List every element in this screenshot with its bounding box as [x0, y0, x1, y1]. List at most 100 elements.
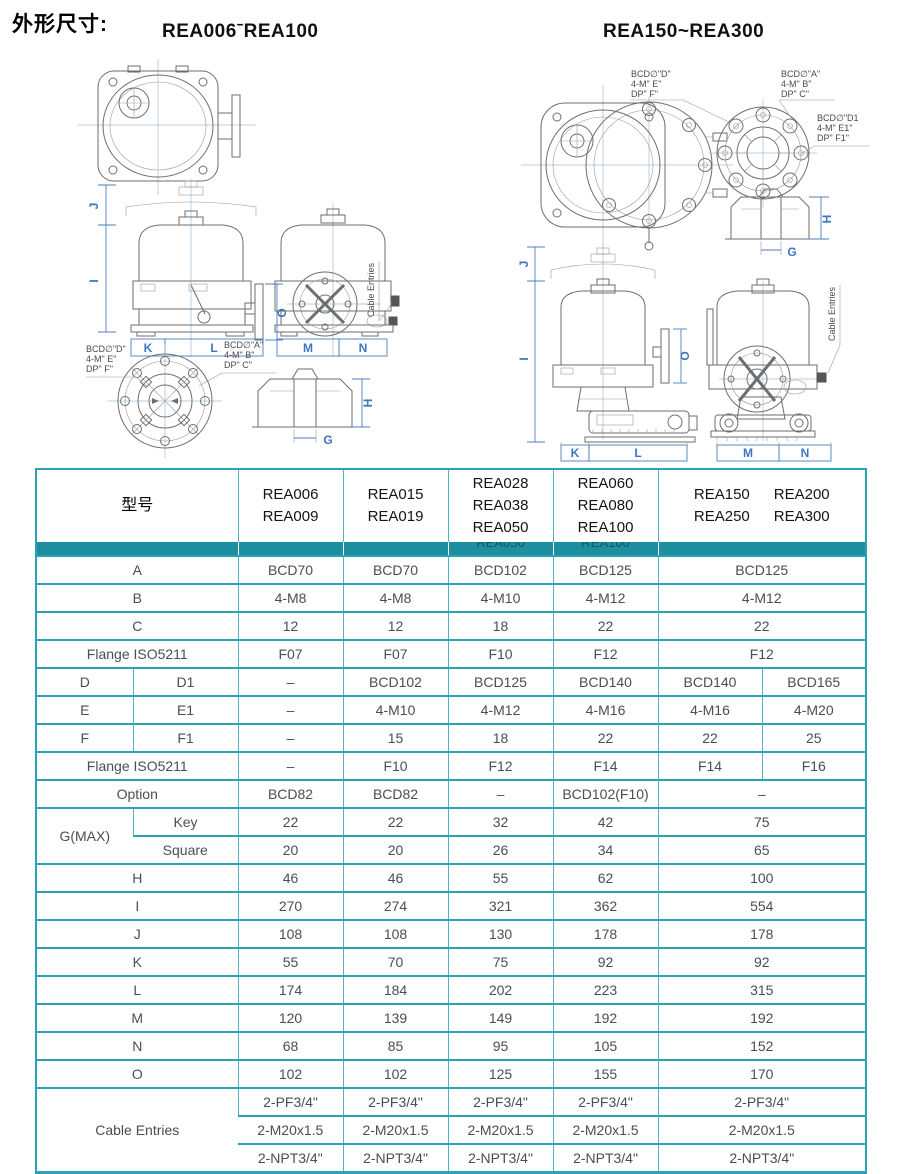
cell: 152	[657, 1031, 867, 1060]
divider-band: REA050 REA100	[36, 542, 867, 556]
drawing-svg-large: BCD∅"D" 4-M" E" DP" F" BCD∅"A" 4-M" B" D…	[517, 69, 869, 462]
row-sublabel: D1	[132, 667, 239, 696]
cell: 70	[342, 947, 449, 976]
drawing-svg-small: O J I K L M N Cable Entries BCD∅"D" 4-M"…	[78, 59, 400, 458]
dim-label-j: J	[517, 261, 531, 268]
cell: BCD125	[447, 667, 554, 696]
row-label: Option	[36, 779, 239, 808]
dim-label-h: H	[820, 215, 834, 224]
row-i: I 270 274 321 362 554	[36, 891, 867, 920]
cell: 2-NPT3/4"	[447, 1143, 554, 1173]
cell: 192	[657, 1003, 867, 1032]
cell: 2-PF3/4"	[237, 1087, 344, 1116]
dim-label-g: G	[787, 245, 796, 259]
cell: 26	[447, 835, 554, 864]
cell: 2-M20x1.5	[657, 1115, 867, 1144]
cell: –	[237, 751, 344, 780]
row-n: N 68 85 95 105 152	[36, 1031, 867, 1060]
row-label: D	[36, 667, 133, 696]
dim-label-n: N	[359, 341, 368, 355]
cell: 4-M16	[657, 695, 763, 724]
cell: 4-M12	[657, 583, 867, 612]
cell: 270	[237, 891, 344, 920]
cell: –	[237, 723, 344, 752]
top-view-small	[78, 59, 256, 195]
cell: 102	[237, 1059, 344, 1088]
cell: 184	[342, 975, 449, 1004]
top-view-large	[521, 85, 733, 251]
row-o: O 102 102 125 155 170	[36, 1059, 867, 1088]
row-label: M	[36, 1003, 239, 1032]
cell: BCD102(F10)	[552, 779, 659, 808]
cell: 4-M10	[342, 695, 449, 724]
front-view-small: O J I K L	[87, 179, 289, 357]
flange-leader-d-line2: 4-M" E"	[631, 79, 661, 89]
cell: BCD140	[552, 667, 659, 696]
flange-leader-d1-line1: BCD∅"D1	[817, 113, 859, 123]
cell: 42	[552, 807, 659, 836]
dimension-drawing-rea150-300: BCD∅"D" 4-M" E" DP" F" BCD∅"A" 4-M" B" D…	[495, 55, 890, 465]
cell: 178	[657, 919, 867, 948]
cell: F10	[342, 751, 449, 780]
flange-leader-a-line3: DP" C"	[781, 89, 809, 99]
front-view-large: J I O K L	[517, 243, 698, 462]
cell: 2-M20x1.5	[238, 1115, 344, 1144]
cell: 2-PF3/4"	[552, 1087, 659, 1116]
cell: 4-M8	[342, 583, 449, 612]
cell: 75	[657, 807, 867, 836]
side-view-small: M N Cable Entries	[274, 203, 400, 357]
cell: 68	[237, 1031, 344, 1060]
cell: 170	[657, 1059, 867, 1088]
side-view-large: M N Cable Entries	[706, 278, 841, 462]
cell: 22	[342, 807, 449, 836]
row-d: D D1 – BCD102 BCD125 BCD140 BCD140 BCD165	[36, 667, 867, 696]
cell: F07	[342, 639, 449, 668]
cell: 75	[447, 947, 554, 976]
cell: F10	[447, 639, 554, 668]
cell: –	[447, 779, 554, 808]
row-label: O	[36, 1059, 239, 1088]
cell: 15	[342, 723, 449, 752]
cell: 2-M20x1.5	[342, 1115, 449, 1144]
cell: 2-NPT3/4"	[238, 1143, 344, 1173]
col-header-2: REA015 REA019	[342, 469, 449, 542]
cell: 92	[552, 947, 659, 976]
row-label: E	[36, 695, 133, 724]
row-f: F F1 –15 18 22 22 25	[36, 723, 867, 752]
model-header: 型号	[121, 497, 154, 515]
row-label: K	[36, 947, 239, 976]
dim-label-i: I	[87, 279, 101, 282]
dim-label-k: K	[571, 446, 580, 460]
col-header-5: REA150 REA200 REA250 REA300	[657, 469, 867, 542]
row-flange-iso5211-2: Flange ISO5211 – F10 F12 F14 F14 F16	[36, 751, 867, 780]
cell: 321	[447, 891, 554, 920]
cell: BCD70	[237, 555, 344, 584]
cell: 2-NPT3/4"	[552, 1143, 659, 1173]
col-header-1: REA006 REA009	[237, 469, 344, 542]
cell: 95	[447, 1031, 554, 1060]
flange-leader-d-line1: BCD∅"D"	[86, 344, 126, 354]
cell: F16	[761, 751, 867, 780]
row-gmax-key: G(MAX) Key 22 22 32 42 75	[36, 807, 867, 864]
cell: 174	[237, 975, 344, 1004]
dimension-drawing-rea006-100: O J I K L M N Cable Entries BCD∅"D" 4-M"…	[40, 55, 440, 460]
row-j: J 108 108 130 178 178	[36, 919, 867, 948]
cell: 92	[657, 947, 867, 976]
drawing-group1-title: REA006ˉREA100	[162, 21, 319, 42]
cell: 554	[657, 891, 867, 920]
cell: F07	[237, 639, 344, 668]
cell: F12	[657, 639, 867, 668]
table-header-row: 型号 REA006 REA009 REA015 REA019 REA028 REA03…	[36, 469, 867, 542]
cell: 12	[237, 611, 344, 640]
row-sublabel: F1	[132, 723, 239, 752]
cell: F14	[552, 751, 659, 780]
cell: F12	[447, 751, 554, 780]
cell: F12	[552, 639, 659, 668]
cell: 18	[447, 611, 554, 640]
cell: 2-PF3/4"	[657, 1087, 867, 1116]
dim-label-h: H	[361, 399, 375, 408]
row-cable-m20: 2-M20x1.5 2-M20x1.5 2-M20x1.5 2-M20x1.5 2-…	[36, 1115, 867, 1144]
cell: 102	[342, 1059, 449, 1088]
page-title: 外形尺寸:	[12, 13, 108, 36]
